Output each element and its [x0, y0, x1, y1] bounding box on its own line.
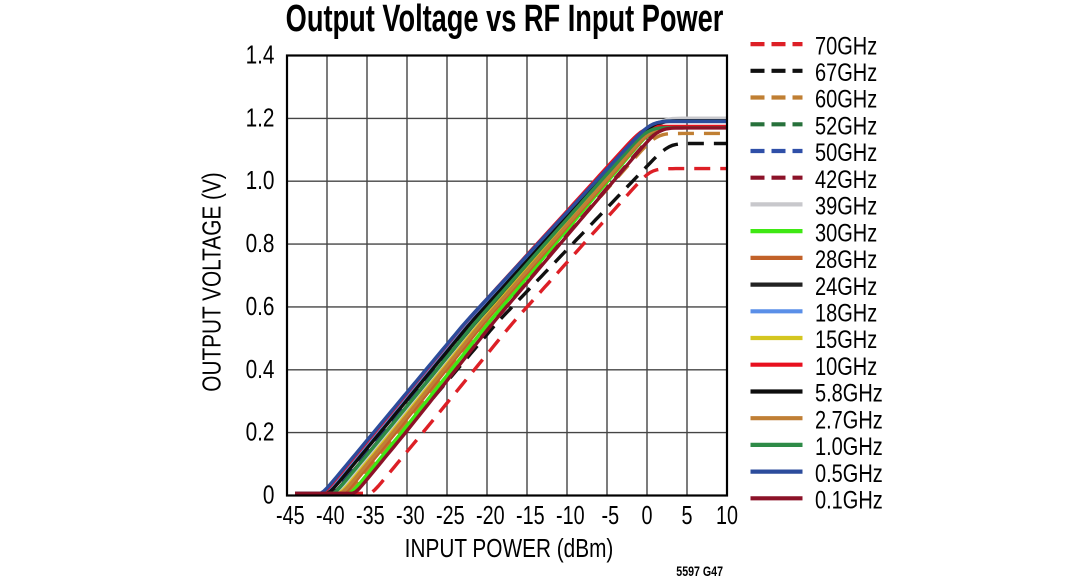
svg-text:52GHz: 52GHz	[815, 112, 877, 140]
svg-text:1.4: 1.4	[246, 40, 275, 69]
svg-text:-30: -30	[396, 500, 425, 529]
svg-text:0.5GHz: 0.5GHz	[815, 460, 883, 488]
svg-text:1.0: 1.0	[246, 166, 275, 195]
svg-text:42GHz: 42GHz	[815, 166, 877, 194]
svg-text:0.4: 0.4	[246, 355, 275, 384]
svg-text:-10: -10	[556, 500, 585, 529]
svg-text:Output Voltage vs RF Input Pow: Output Voltage vs RF Input Power	[286, 0, 724, 40]
svg-text:0: 0	[642, 500, 653, 529]
svg-text:5597 G47: 5597 G47	[676, 564, 723, 580]
svg-text:10: 10	[716, 500, 738, 529]
svg-text:-35: -35	[356, 500, 385, 529]
svg-text:0.6: 0.6	[246, 292, 275, 321]
svg-text:0.1GHz: 0.1GHz	[815, 486, 883, 514]
svg-text:1.0GHz: 1.0GHz	[815, 433, 883, 461]
svg-text:2.7GHz: 2.7GHz	[815, 406, 883, 434]
svg-text:10GHz: 10GHz	[815, 353, 877, 381]
svg-text:OUTPUT VOLTAGE (V): OUTPUT VOLTAGE (V)	[197, 172, 226, 391]
svg-text:5: 5	[682, 500, 693, 529]
svg-text:1.2: 1.2	[246, 103, 275, 132]
svg-text:5.8GHz: 5.8GHz	[815, 380, 883, 408]
svg-text:30GHz: 30GHz	[815, 219, 877, 247]
svg-text:-5: -5	[602, 500, 620, 529]
svg-text:18GHz: 18GHz	[815, 299, 877, 327]
svg-text:-40: -40	[316, 500, 345, 529]
svg-text:67GHz: 67GHz	[815, 59, 877, 87]
svg-text:39GHz: 39GHz	[815, 193, 877, 221]
svg-text:0.2: 0.2	[246, 417, 275, 446]
svg-text:28GHz: 28GHz	[815, 246, 877, 274]
svg-text:15GHz: 15GHz	[815, 326, 877, 354]
svg-text:60GHz: 60GHz	[815, 86, 877, 114]
svg-text:0: 0	[263, 480, 275, 509]
svg-text:-25: -25	[436, 500, 465, 529]
svg-text:70GHz: 70GHz	[815, 32, 877, 60]
svg-text:50GHz: 50GHz	[815, 139, 877, 167]
svg-text:-15: -15	[516, 500, 545, 529]
svg-text:INPUT POWER (dBm): INPUT POWER (dBm)	[405, 534, 614, 563]
svg-text:0.8: 0.8	[246, 229, 275, 258]
svg-text:-20: -20	[476, 500, 505, 529]
svg-text:24GHz: 24GHz	[815, 273, 877, 301]
svg-text:-45: -45	[276, 500, 305, 529]
